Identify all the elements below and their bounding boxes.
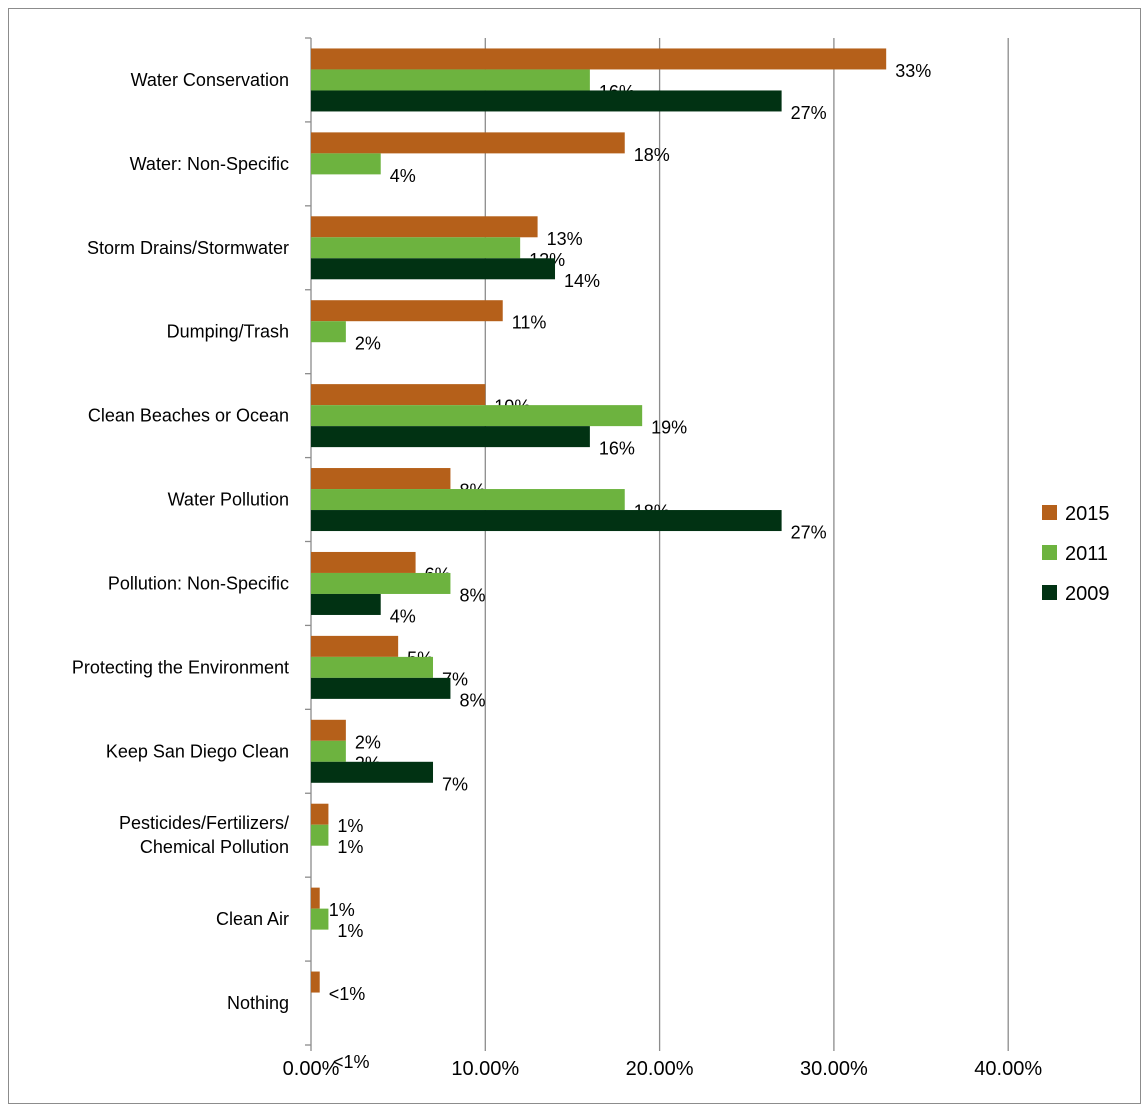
bar-2009 bbox=[311, 593, 381, 615]
bar-2011 bbox=[311, 321, 346, 343]
category-label: Water Conservation bbox=[131, 70, 289, 90]
legend-swatch-2009 bbox=[1042, 585, 1057, 600]
category-label: Water Pollution bbox=[168, 490, 289, 510]
category-label: Dumping/Trash bbox=[167, 322, 289, 342]
bar-2015 bbox=[311, 468, 451, 490]
bar-2009 bbox=[311, 258, 556, 280]
bar-2015 bbox=[311, 300, 503, 322]
category-label: Protecting the Environment bbox=[72, 657, 289, 677]
data-label-2009: 27% bbox=[791, 523, 827, 543]
bar-2009 bbox=[311, 677, 451, 699]
bar-2015 bbox=[311, 384, 486, 406]
bar-2015 bbox=[311, 48, 887, 70]
x-tick-label: 0.00% bbox=[283, 1058, 340, 1080]
bar-2011 bbox=[311, 69, 590, 91]
category-label: Pollution: Non-Specific bbox=[108, 573, 289, 593]
data-label-2009: 27% bbox=[791, 103, 827, 123]
bar-2011 bbox=[311, 656, 434, 678]
bar-2015 bbox=[311, 132, 625, 154]
data-label-2015: 1% bbox=[337, 816, 363, 836]
category-label: Clean Air bbox=[216, 909, 289, 929]
category-label-line: Chemical Pollution bbox=[140, 837, 289, 857]
legend-label-2011: 2011 bbox=[1065, 543, 1108, 565]
legend-swatch-2011 bbox=[1042, 545, 1057, 560]
bar-2015 bbox=[311, 971, 320, 993]
category-label: Nothing bbox=[227, 993, 289, 1013]
category-label: Pesticides/Fertilizers/Chemical Pollutio… bbox=[119, 813, 289, 857]
data-label-2011: 1% bbox=[337, 837, 363, 857]
data-label-2015: 2% bbox=[355, 732, 381, 752]
data-label-2009: 4% bbox=[390, 606, 416, 626]
legend-label-2015: 2015 bbox=[1065, 503, 1110, 525]
bar-2011 bbox=[311, 908, 329, 930]
data-label-2015: 33% bbox=[895, 61, 931, 81]
category-label: Keep San Diego Clean bbox=[106, 741, 289, 761]
data-label-2009: 14% bbox=[564, 271, 600, 291]
bar-2015 bbox=[311, 887, 320, 909]
data-label-2015: 1% bbox=[329, 900, 355, 920]
data-label-2011: 2% bbox=[355, 334, 381, 354]
data-label-2011: 8% bbox=[459, 585, 485, 605]
bar-2011 bbox=[311, 824, 329, 846]
category-label-line: Pesticides/Fertilizers/ bbox=[119, 813, 289, 833]
bar-2009 bbox=[311, 90, 782, 112]
bar-2009 bbox=[311, 510, 782, 532]
bar-2015 bbox=[311, 551, 416, 573]
bar-2011 bbox=[311, 237, 521, 259]
bar-2009 bbox=[311, 761, 434, 783]
x-tick-label: 20.00% bbox=[626, 1058, 694, 1080]
data-label-2011: 4% bbox=[390, 166, 416, 186]
data-label-2015: 18% bbox=[634, 145, 670, 165]
data-label-2015: 13% bbox=[547, 229, 583, 249]
bar-2011 bbox=[311, 405, 643, 427]
data-label-2011: 19% bbox=[651, 418, 687, 438]
bar-2015 bbox=[311, 635, 399, 657]
legend-swatch-2015 bbox=[1042, 505, 1057, 520]
x-tick-label: 10.00% bbox=[451, 1058, 519, 1080]
category-label: Water: Non-Specific bbox=[130, 154, 289, 174]
data-label-2011: 1% bbox=[337, 921, 363, 941]
bar-2015 bbox=[311, 216, 538, 238]
extra-annotation-label: <1% bbox=[333, 1052, 370, 1072]
bar-2011 bbox=[311, 572, 451, 594]
data-label-2009: 8% bbox=[459, 690, 485, 710]
x-tick-label: 30.00% bbox=[800, 1058, 868, 1080]
data-label-2015: 11% bbox=[512, 313, 547, 333]
data-label-2009: 16% bbox=[599, 439, 635, 459]
x-tick-label: 40.00% bbox=[974, 1058, 1042, 1080]
bar-2015 bbox=[311, 719, 346, 741]
category-label: Storm Drains/Stormwater bbox=[87, 238, 289, 258]
legend-label-2009: 2009 bbox=[1065, 583, 1110, 605]
bar-2009 bbox=[311, 426, 590, 448]
data-label-2009: 7% bbox=[442, 774, 468, 794]
bar-2011 bbox=[311, 740, 346, 762]
data-label-2015: <1% bbox=[329, 984, 366, 1004]
bar-2015 bbox=[311, 803, 329, 825]
bar-2011 bbox=[311, 153, 381, 175]
bar-2011 bbox=[311, 489, 625, 511]
chart-frame bbox=[8, 8, 1141, 1104]
category-label: Clean Beaches or Ocean bbox=[88, 406, 289, 426]
